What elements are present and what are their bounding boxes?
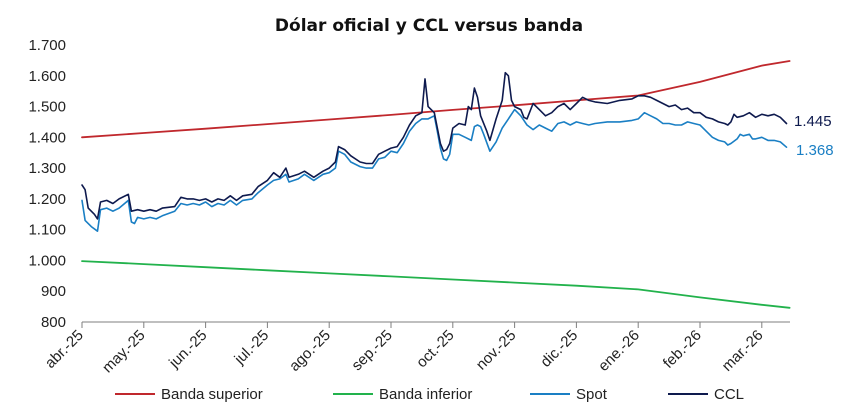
y-tick-label: 1.200 bbox=[28, 191, 66, 208]
x-tick-label: nov.-25 bbox=[473, 327, 520, 374]
series-line-banda-superior bbox=[81, 60, 791, 139]
x-tick-label: feb.-26 bbox=[660, 327, 705, 372]
x-tick-label: dic.-25 bbox=[537, 327, 581, 371]
series-line-spot bbox=[81, 108, 788, 232]
y-tick-label: 1.100 bbox=[28, 222, 66, 239]
plot-area bbox=[81, 60, 791, 309]
x-tick-label: oct.-25 bbox=[413, 327, 457, 371]
x-tick-label: jul.-25 bbox=[231, 327, 273, 369]
x-tick-label: may.-25 bbox=[99, 327, 149, 377]
y-tick-label: 1.500 bbox=[28, 99, 66, 116]
legend-entry: Banda inferior bbox=[379, 386, 472, 403]
legend: Banda superior Banda inferior Spot CCL bbox=[115, 386, 744, 403]
x-tick-label: mar.-26 bbox=[719, 327, 767, 375]
end-labels: 1.445 1.368 bbox=[794, 113, 834, 159]
legend-entry: Banda superior bbox=[161, 386, 263, 403]
y-tick-label: 1.600 bbox=[28, 68, 66, 85]
y-axis: 800 900 1.000 1.100 1.200 1.300 1.400 1.500 1.60… bbox=[28, 37, 66, 331]
legend-entry: CCL bbox=[714, 386, 744, 403]
series-line-banda-inferior bbox=[81, 260, 791, 309]
y-tick-label: 1.300 bbox=[28, 160, 66, 177]
chart-title: Dólar oficial y CCL versus banda bbox=[275, 16, 583, 36]
x-tick-label: jun.-25 bbox=[165, 327, 210, 372]
y-tick-label: 900 bbox=[41, 283, 66, 300]
x-tick-label: abr.-25 bbox=[42, 327, 87, 372]
y-tick-label: 1.400 bbox=[28, 129, 66, 146]
y-tick-label: 800 bbox=[41, 314, 66, 331]
x-tick-label: ene.-26 bbox=[595, 327, 643, 375]
y-tick-label: 1.000 bbox=[28, 252, 66, 269]
x-axis: abr.-25 may.-25 jun.-25 jul.-25 ago.-25 sep.-… bbox=[42, 321, 790, 377]
spot-end-label: 1.368 bbox=[796, 142, 834, 159]
x-tick-label: ago.-25 bbox=[286, 327, 334, 375]
x-tick-label: sep.-25 bbox=[348, 327, 395, 374]
series-line-ccl bbox=[81, 71, 788, 220]
ccl-end-label: 1.445 bbox=[794, 113, 832, 130]
y-tick-label: 1.700 bbox=[28, 37, 66, 54]
legend-entry: Spot bbox=[576, 386, 608, 403]
